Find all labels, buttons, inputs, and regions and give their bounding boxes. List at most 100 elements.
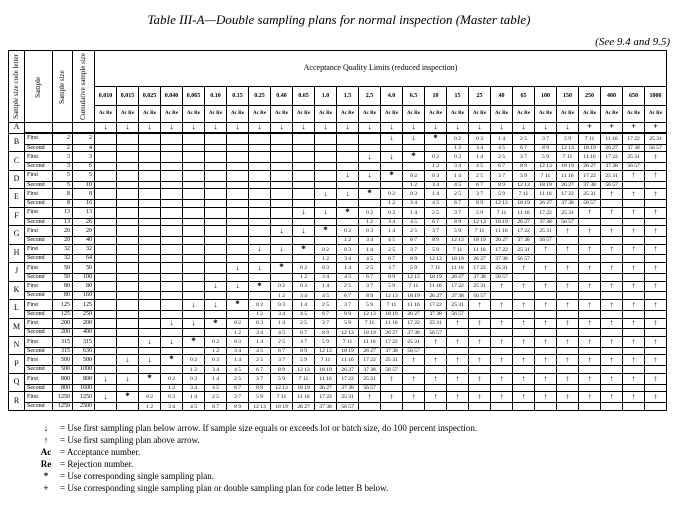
plan-cell: 1 4 (249, 337, 271, 348)
plan-cell (117, 329, 139, 337)
plan-cell (447, 355, 469, 366)
aql-level: 0.15 (227, 86, 249, 106)
legend-symbol: * (38, 471, 54, 481)
code-letter-cell: E (9, 189, 25, 207)
plan-cell (623, 392, 645, 403)
plan-cell (491, 373, 513, 384)
sample-size-first (53, 122, 73, 132)
plan-cell (95, 163, 117, 171)
plan-cell: 7 11 (359, 318, 381, 329)
plan-cell (513, 337, 535, 348)
plan-cell (139, 355, 161, 366)
plan-cell (249, 144, 271, 152)
plan-cell (227, 263, 249, 274)
plan-cell: 25 31 (535, 226, 557, 237)
plan-cell (381, 144, 403, 152)
plan-cell (359, 189, 381, 200)
plan-cell (359, 170, 381, 181)
plan-cell (139, 373, 161, 384)
aql-level: 0.10 (205, 86, 227, 106)
plan-cell (623, 403, 645, 411)
plan-cell (645, 337, 667, 348)
acre-header: Ac Re (469, 106, 491, 123)
plan-cell (381, 403, 403, 411)
plan-cell (469, 337, 491, 348)
plan-cell (249, 281, 271, 292)
plan-cell: 1 4 (271, 318, 293, 329)
plan-cell (117, 318, 139, 329)
plan-cell: 1 4 (359, 244, 381, 255)
plan-cell (249, 207, 271, 218)
plan-cell: 0 2 (315, 244, 337, 255)
plan-cell: 1 2 (425, 163, 447, 171)
cum-size-second: 630 (73, 347, 95, 355)
sample-second-label: Second (25, 366, 53, 374)
plan-cell: 8 9 (491, 181, 513, 189)
plan-cell (623, 273, 645, 281)
plan-cell (227, 244, 249, 255)
plan-cell (315, 163, 337, 171)
code-letter-cell: A (9, 122, 25, 133)
plan-cell: 11 16 (491, 226, 513, 237)
plan-cell (535, 366, 557, 374)
plan-cell: 56 57 (491, 273, 513, 281)
plan-cell: 3 4 (205, 366, 227, 374)
plan-cell: 12 13 (403, 273, 425, 281)
plan-cell: 26 27 (535, 200, 557, 208)
sample-size-first: 200 (53, 318, 73, 329)
plan-cell: 3 4 (227, 347, 249, 355)
plan-cell: 1 2 (183, 366, 205, 374)
plan-cell (139, 347, 161, 355)
plan-cell (601, 281, 623, 292)
table-row: MFirst2002000 20 31 42 53 75 97 1111 161… (9, 318, 667, 329)
plan-cell (623, 226, 645, 237)
plan-cell (645, 300, 667, 311)
plan-cell: 56 57 (469, 292, 491, 300)
plan-cell: 3 4 (337, 255, 359, 263)
plan-cell: 11 16 (513, 207, 535, 218)
plan-cell: 1 2 (381, 200, 403, 208)
acre-header: Ac Re (579, 106, 601, 123)
plan-cell (337, 170, 359, 181)
plan-cell (315, 236, 337, 244)
plan-cell: 6 7 (205, 403, 227, 411)
plan-cell (117, 218, 139, 226)
sample-first-label: First (25, 318, 53, 329)
plan-cell: 8 9 (447, 218, 469, 226)
plan-cell: 1 2 (249, 310, 271, 318)
plan-cell (183, 133, 205, 144)
plan-cell (535, 300, 557, 311)
plan-cell (645, 226, 667, 237)
plan-cell (95, 226, 117, 237)
plan-cell (117, 355, 139, 366)
plan-cell: 37 38 (557, 200, 579, 208)
plan-cell (645, 200, 667, 208)
acre-header: Ac Re (117, 106, 139, 123)
plan-cell (293, 218, 315, 226)
plan-cell (117, 366, 139, 374)
plan-cell (403, 152, 425, 163)
plan-cell (513, 355, 535, 366)
cum-size-first: 200 (73, 318, 95, 329)
code-letter-cell: R (9, 392, 25, 410)
plan-cell: 7 11 (447, 244, 469, 255)
plan-cell: 8 9 (315, 329, 337, 337)
plan-cell (403, 163, 425, 171)
plan-cell (447, 366, 469, 374)
acre-header: Ac Re (205, 106, 227, 123)
plan-cell (425, 392, 447, 403)
acre-header: Ac Re (183, 106, 205, 123)
code-letter-cell: Q (9, 373, 25, 391)
plan-cell (535, 122, 557, 132)
plan-cell (183, 170, 205, 181)
plan-cell (117, 226, 139, 237)
plan-cell (557, 226, 579, 237)
plan-cell (557, 255, 579, 263)
plan-cell (95, 329, 117, 337)
sample-first-label: First (25, 355, 53, 366)
plan-cell: 11 16 (381, 318, 403, 329)
plan-cell: 5 9 (447, 226, 469, 237)
plan-cell: 7 11 (337, 337, 359, 348)
plan-cell (469, 300, 491, 311)
plan-cell (293, 133, 315, 144)
